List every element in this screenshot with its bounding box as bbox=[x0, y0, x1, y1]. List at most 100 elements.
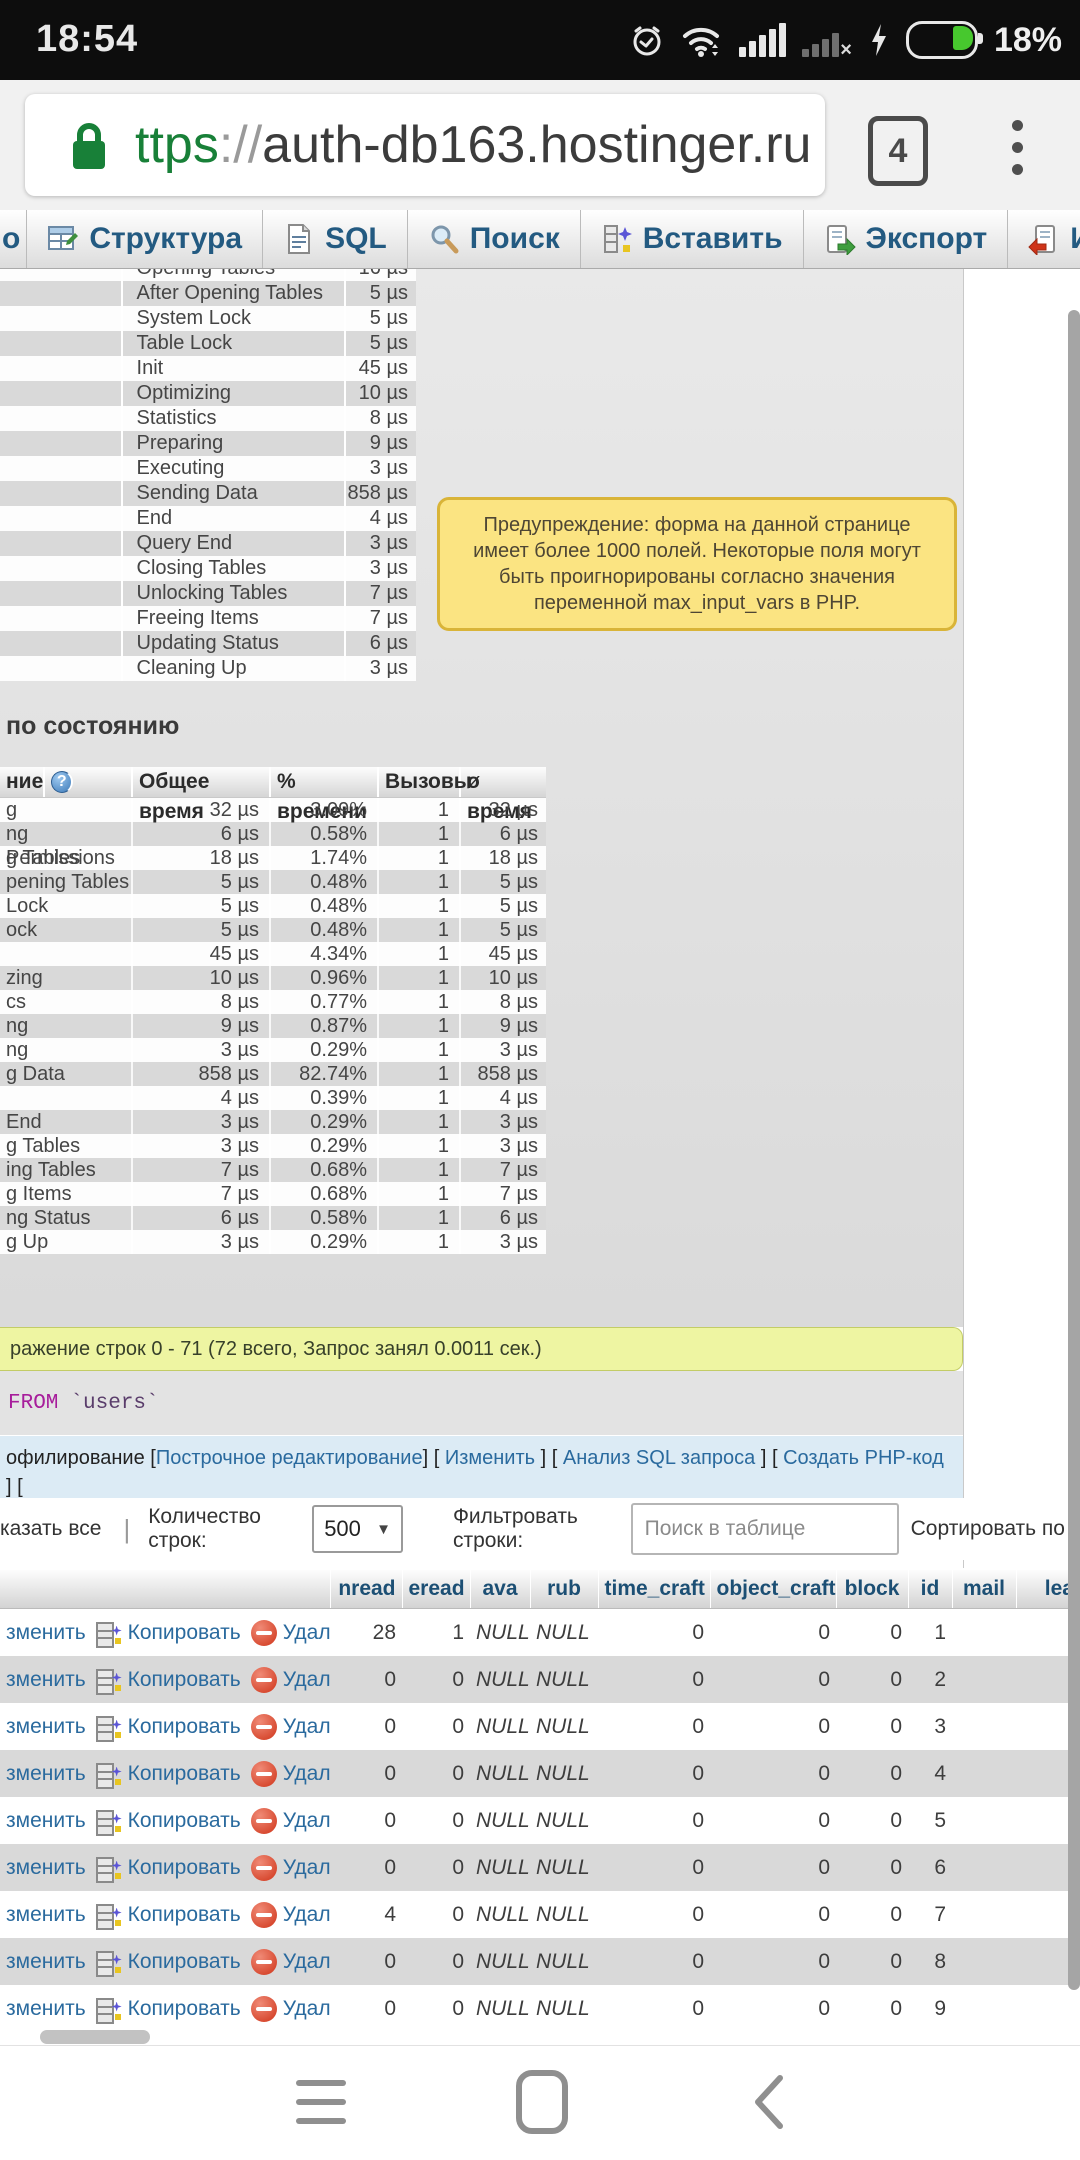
sql-icon bbox=[283, 223, 315, 255]
column-ava[interactable]: ava bbox=[470, 1570, 531, 1609]
tab-export[interactable]: Экспорт bbox=[804, 210, 1009, 268]
cell-rub: NULL bbox=[530, 1797, 598, 1844]
recents-button[interactable] bbox=[296, 2080, 346, 2126]
total-time: 6 µs bbox=[133, 822, 271, 846]
cell-eread: 0 bbox=[402, 1844, 470, 1891]
cell-object-craft: 0 bbox=[710, 1797, 836, 1844]
query-link[interactable]: Анализ SQL запроса bbox=[562, 1447, 756, 1469]
edit-link[interactable]: зменить bbox=[6, 1996, 86, 2020]
browser-chrome: ttps://auth-db163.hostinger.ru 4 bbox=[0, 80, 1080, 210]
column-mail[interactable]: mail bbox=[952, 1570, 1017, 1609]
state-name: g Tables bbox=[0, 846, 133, 870]
query-result-message: ражение строк 0 - 71 (72 всего, Запрос з… bbox=[0, 1327, 963, 1371]
profiling-stage: System Lock bbox=[123, 306, 347, 331]
edit-link[interactable]: зменить bbox=[6, 1761, 86, 1785]
url-text[interactable]: ttps://auth-db163.hostinger.ru bbox=[135, 115, 811, 175]
copy-link[interactable]: Копировать bbox=[95, 1808, 241, 1836]
avg-time: 8 µs bbox=[499, 991, 538, 1013]
delete-link[interactable]: Удалить bbox=[250, 1901, 330, 1928]
state-name bbox=[0, 1086, 133, 1110]
tab-structure[interactable]: Структура bbox=[27, 210, 264, 268]
help-icon[interactable]: ? bbox=[51, 771, 74, 793]
delete-link[interactable]: Удалить bbox=[250, 1619, 330, 1646]
horizontal-scrollbar[interactable] bbox=[40, 2030, 150, 2044]
percent-time: 1.74% bbox=[271, 846, 379, 870]
delete-link[interactable]: Удалить bbox=[250, 1760, 330, 1787]
tab-insert[interactable]: Вставить bbox=[581, 210, 804, 268]
delete-link[interactable]: Удалить bbox=[250, 1995, 330, 2022]
column-id[interactable]: id bbox=[908, 1570, 953, 1609]
copy-link[interactable]: Копировать bbox=[95, 1996, 241, 2024]
edit-link[interactable]: зменить bbox=[6, 1808, 86, 1832]
cell-id: 9 bbox=[908, 1985, 952, 2032]
delete-link[interactable]: Удалить bbox=[250, 1807, 330, 1834]
filter-rows-input[interactable] bbox=[630, 1503, 899, 1555]
query-link[interactable]: Построчное редактирование bbox=[155, 1447, 423, 1469]
edit-link[interactable]: зменить bbox=[6, 1714, 86, 1738]
calls: 1 bbox=[379, 942, 461, 966]
column-object-craft[interactable]: object_craft bbox=[710, 1570, 837, 1609]
query-link[interactable]: Создать PHP-код bbox=[783, 1447, 944, 1469]
cell-object-craft: 0 bbox=[710, 1844, 836, 1891]
total-time: 5 µs bbox=[133, 894, 271, 918]
avg-time: 3 µs bbox=[499, 1135, 538, 1157]
column-block[interactable]: block bbox=[836, 1570, 909, 1609]
copy-link[interactable]: Копировать bbox=[95, 1667, 241, 1695]
delete-link[interactable]: Удалить bbox=[250, 1713, 330, 1740]
state-name: Lock bbox=[0, 894, 133, 918]
status-row: ock 5 µs 0.48% 1 5 µs bbox=[0, 918, 546, 942]
column-time-craft[interactable]: time_craft bbox=[598, 1570, 711, 1609]
profiling-stage: Preparing bbox=[123, 431, 347, 456]
delete-link[interactable]: Удалить bbox=[250, 1854, 330, 1881]
edit-link[interactable]: зменить bbox=[6, 1902, 86, 1926]
profiling-label: офилирование bbox=[6, 1447, 145, 1469]
column-rub[interactable]: rub bbox=[530, 1570, 599, 1609]
percent-time: 0.77% bbox=[271, 990, 379, 1014]
edit-link[interactable]: зменить bbox=[6, 1855, 86, 1879]
tab-count: 4 bbox=[888, 131, 908, 170]
delete-icon bbox=[250, 1666, 277, 1693]
copy-link[interactable]: Копировать bbox=[95, 1949, 241, 1977]
cell-eread: 0 bbox=[402, 1750, 470, 1797]
tab-partial-left[interactable]: о bbox=[0, 210, 28, 268]
edit-link[interactable]: зменить bbox=[6, 1949, 86, 1973]
back-button[interactable] bbox=[748, 2072, 788, 2132]
column-eread[interactable]: eread bbox=[402, 1570, 471, 1609]
cell-time-craft: 0 bbox=[598, 1891, 710, 1938]
delete-icon bbox=[250, 1948, 277, 1975]
cell-eread: 0 bbox=[402, 1985, 470, 2032]
cell-object-craft: 0 bbox=[710, 1703, 836, 1750]
tab-sql[interactable]: SQL bbox=[263, 210, 408, 268]
query-links: [Построчное редактирование] [ Изменить ]… bbox=[6, 1447, 944, 1498]
delete-link[interactable]: Удалить bbox=[250, 1666, 330, 1693]
copy-link[interactable]: Копировать bbox=[95, 1902, 241, 1930]
column-nread[interactable]: nread bbox=[330, 1570, 403, 1609]
query-link[interactable]: Изменить bbox=[444, 1447, 536, 1469]
tab-import[interactable]: Импорт bbox=[1008, 210, 1080, 268]
status-row: ng 9 µs 0.87% 1 9 µs bbox=[0, 1014, 546, 1038]
url-bar[interactable]: ttps://auth-db163.hostinger.ru bbox=[25, 94, 825, 196]
delete-link[interactable]: Удалить bbox=[250, 1948, 330, 1975]
tab-search[interactable]: Поиск bbox=[408, 210, 581, 268]
lock-icon bbox=[67, 117, 111, 173]
column-avg-time: ø время bbox=[467, 770, 532, 823]
copy-link[interactable]: Копировать bbox=[95, 1855, 241, 1883]
rows-count-select[interactable]: 500 ▼ bbox=[312, 1505, 403, 1553]
copy-link[interactable]: Копировать bbox=[95, 1620, 241, 1648]
status-section-heading: по состоянию bbox=[6, 712, 180, 740]
copy-link[interactable]: Копировать bbox=[95, 1761, 241, 1789]
status-bar: 18:54 bbox=[0, 0, 1080, 80]
edit-link[interactable]: зменить bbox=[6, 1620, 86, 1644]
total-time: 3 µs bbox=[133, 1110, 271, 1134]
profiling-row: Updating Status 6 µs bbox=[0, 631, 416, 656]
results-header-row: nread eread ava rub time_craft object_cr… bbox=[0, 1570, 1080, 1609]
cell-mail bbox=[952, 1844, 1016, 1891]
edit-link[interactable]: зменить bbox=[6, 1667, 86, 1691]
browser-menu-button[interactable] bbox=[1012, 120, 1024, 176]
tab-switcher-button[interactable]: 4 bbox=[868, 116, 928, 186]
show-all-link[interactable]: казать все bbox=[0, 1517, 102, 1540]
copy-link[interactable]: Копировать bbox=[95, 1714, 241, 1742]
cell-id: 2 bbox=[908, 1656, 952, 1703]
vertical-scrollbar[interactable] bbox=[1068, 310, 1080, 1990]
home-button[interactable] bbox=[516, 2070, 568, 2134]
